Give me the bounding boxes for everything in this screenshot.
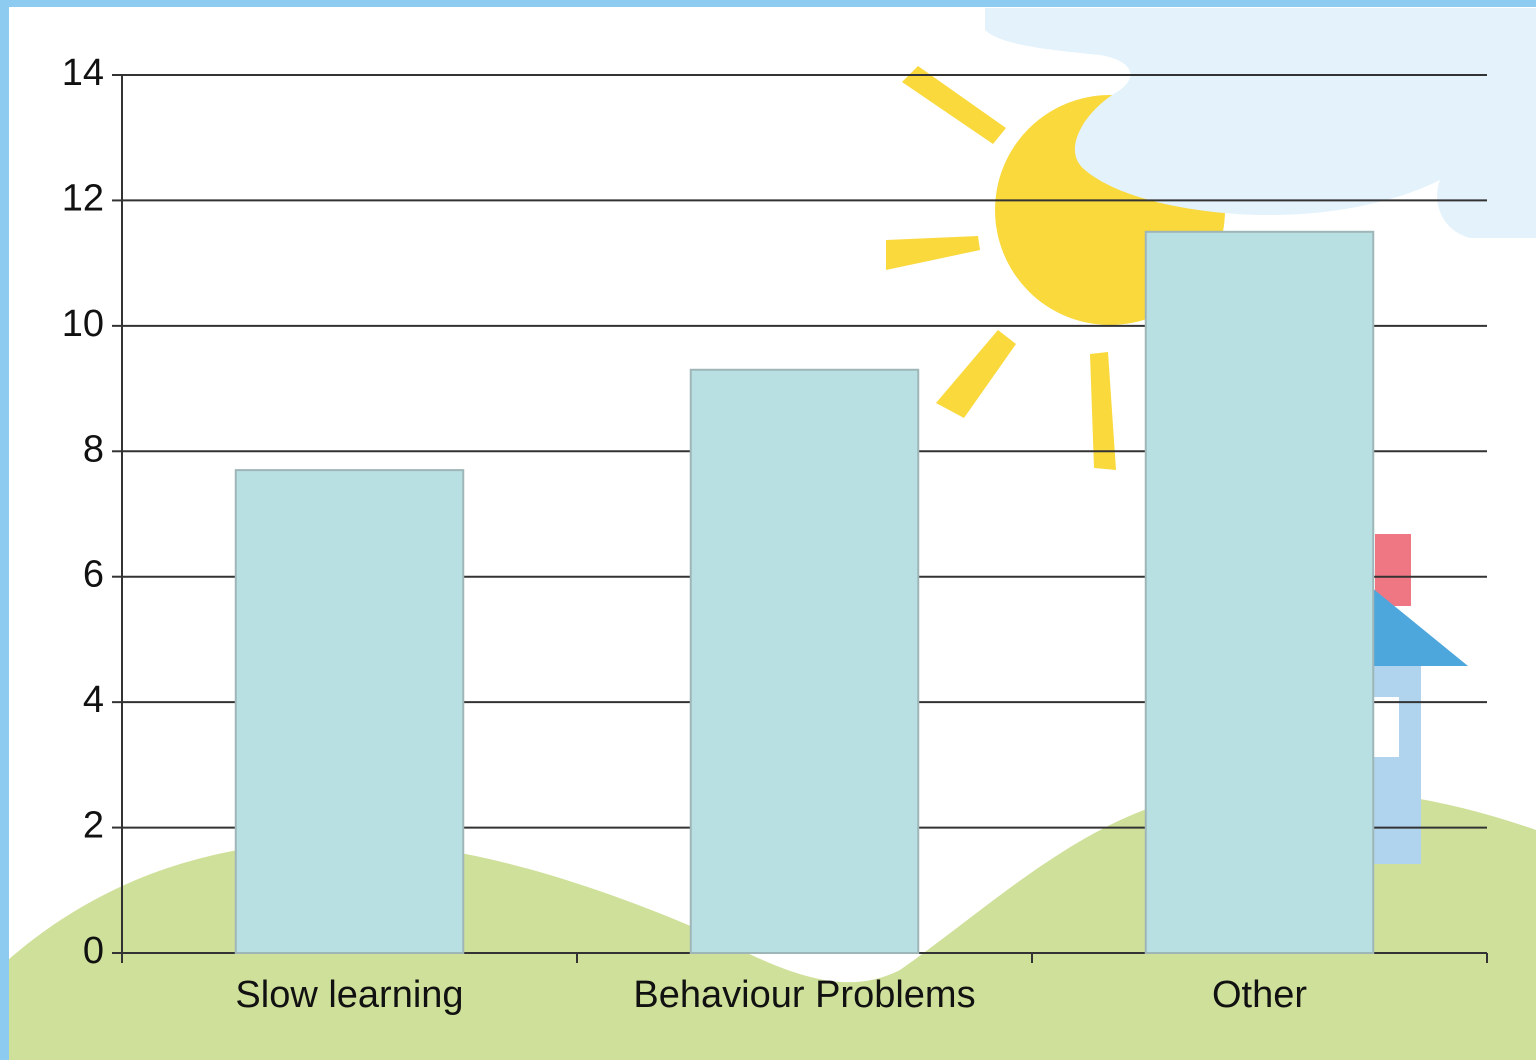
y-tick-label: 6: [83, 554, 104, 596]
y-tick-label: 8: [83, 428, 104, 470]
border-left: [0, 0, 9, 1060]
x-tick-label: Behaviour Problems: [633, 974, 975, 1016]
y-tick-label: 0: [83, 930, 104, 972]
x-tick-label: Other: [1212, 974, 1307, 1016]
window: [1372, 697, 1399, 757]
y-tick-label: 12: [62, 177, 104, 219]
y-tick-label: 2: [83, 805, 104, 847]
y-tick-label: 10: [62, 303, 104, 345]
y-tick-label: 4: [83, 679, 104, 721]
house-wall: [1372, 666, 1421, 864]
border-top: [0, 0, 1536, 7]
bar: [236, 470, 464, 953]
chart: 0 2 4 6 8 10 12 14 Slow learning Behaviour Proble…: [0, 0, 1536, 1060]
x-tick-label: Slow learning: [235, 974, 463, 1016]
bar: [1146, 232, 1374, 953]
bar: [691, 370, 919, 953]
y-tick-label: 14: [62, 52, 104, 94]
